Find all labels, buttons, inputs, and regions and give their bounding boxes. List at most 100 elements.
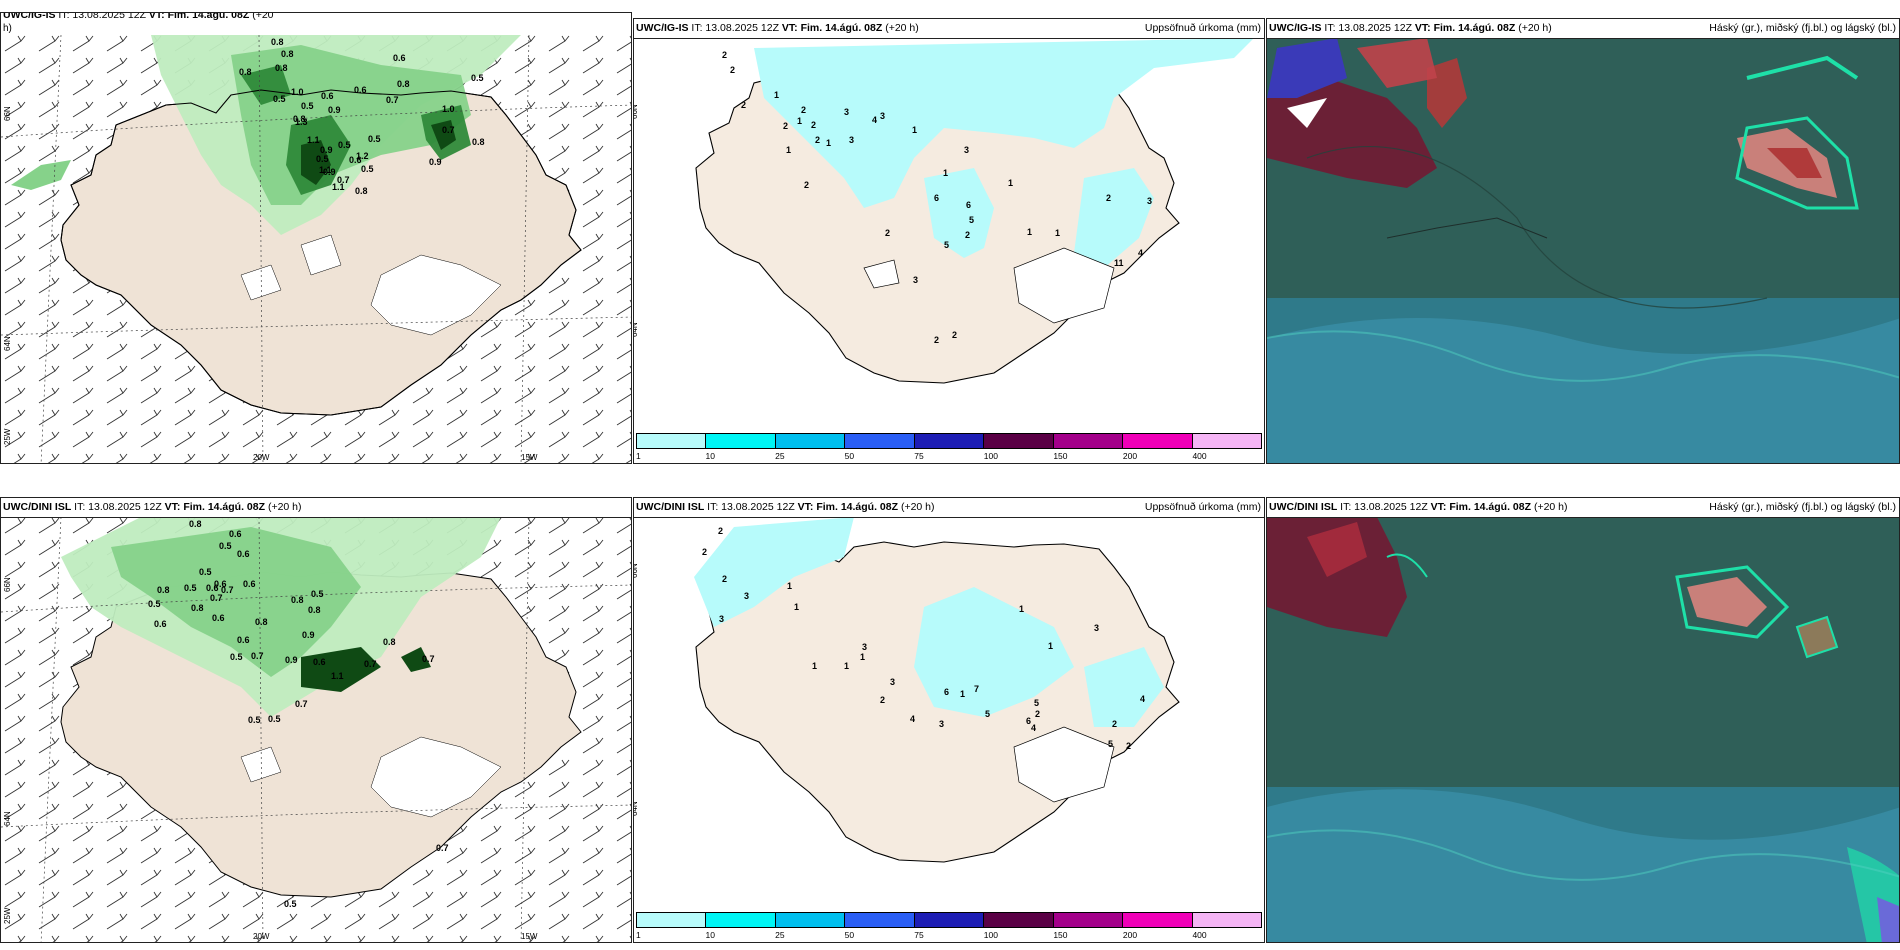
map-value-label: 3: [890, 677, 895, 687]
lat-label-64n: 64N: [3, 811, 12, 826]
map-value-label: 2: [811, 120, 816, 130]
panel-header: UWC/DINI ISL IT: 13.08.2025 12Z VT: Fim.…: [1, 498, 631, 518]
model-name: UWC/DINI ISL: [636, 501, 705, 513]
colorbar-tick: 150: [1053, 451, 1068, 461]
colorbar-tick: 25: [775, 451, 785, 461]
init-time: IT: 13.08.2025 12Z: [71, 501, 165, 513]
map-value-label: 3: [1094, 623, 1099, 633]
valid-time: VT: Fim. 14.ágú. 08Z: [1430, 501, 1532, 513]
map-value-label: 2: [801, 105, 806, 115]
panel-accum-precip-igis: UWC/IG-IS IT: 13.08.2025 12Z VT: Fim. 14…: [633, 18, 1265, 464]
map-value-label: 2: [722, 50, 727, 60]
map-value-label: 0.8: [308, 605, 321, 615]
wind-barb-map: 0.80.80.8 0.80.60.50.80.51.0 0.60.60.50.80…: [1, 35, 631, 463]
colorbar-tick: 100: [983, 930, 998, 940]
panel-title: Uppsöfnuð úrkoma (mm): [1144, 22, 1261, 34]
map-value-label: 0.8: [397, 79, 410, 89]
panel-title: Háský (gr.), miðský (fj.bl.) og lágský (…: [1709, 501, 1896, 513]
header-continuation: h): [3, 23, 12, 34]
lead-time: (+20 h): [882, 22, 919, 34]
map-value-label: 2: [783, 121, 788, 131]
map-value-label: 0.6: [349, 155, 362, 165]
map-value-label: 0.5: [230, 652, 243, 662]
colorbar-ticks: 1 10 25 50 75 100 150 200 400: [636, 451, 1262, 463]
map-value-label: 3: [719, 614, 724, 624]
map-value-label: 6: [1026, 716, 1031, 726]
panel-title: Háský (gr.), miðský (fj.bl.) og lágský (…: [1709, 22, 1896, 34]
map-value-label: 0.6: [212, 613, 225, 623]
map-value-label: 0.7: [337, 175, 350, 185]
map-value-label: 0.5: [248, 715, 261, 725]
map-value-label: 1: [844, 661, 849, 671]
map-value-label: 0.6: [214, 579, 227, 589]
valid-time: VT: Fim. 14.ágú. 08Z: [164, 501, 266, 513]
valid-time: VT: Fim. 14.ágú. 08Z: [1414, 22, 1516, 34]
colorbar-tick: 200: [1122, 930, 1138, 940]
panel-header: UWC/IG-IS IT: 13.08.2025 12Z VT: Fim. 14…: [1267, 19, 1899, 39]
colorbar-swatch: [984, 913, 1054, 927]
map-value-label: 0.5: [368, 134, 381, 144]
lon-label-20w: 20W: [253, 932, 270, 941]
map-value-label: 0.6: [393, 53, 406, 63]
colorbar-swatch: [637, 913, 707, 927]
map-value-label: 2: [1112, 719, 1117, 729]
colorbar-swatch: [914, 434, 985, 448]
map-value-label: 2: [1126, 741, 1131, 751]
map-value-label: 2: [934, 335, 939, 345]
init-time: IT: 13.08.2025 12Z: [55, 12, 149, 21]
map-value-label: 5: [969, 215, 974, 225]
map-value-label: 1.1: [319, 165, 332, 175]
panel-header: UWC/IG-IS IT: 13.08.2025 12Z VT: Fim. 14…: [1, 12, 631, 25]
map-value-label: 0.8: [472, 137, 485, 147]
map-value-label: 0.6: [237, 635, 250, 645]
map-value-label: 0.6: [229, 529, 242, 539]
colorbar-swatch: [1192, 434, 1261, 448]
cloud-cover-map: [1267, 38, 1899, 463]
model-name: UWC/DINI ISL: [1269, 501, 1338, 513]
colorbar-tick: 10: [705, 930, 716, 940]
map-value-label: 0.6: [354, 85, 367, 95]
map-value-label: 0.8: [293, 114, 306, 124]
map-value-label: 1: [860, 652, 865, 662]
map-value-label: 1: [787, 581, 792, 591]
init-time: IT: 13.08.2025 12Z: [1337, 501, 1431, 513]
valid-time: VT: Fim. 14.ágú. 08Z: [781, 22, 883, 34]
lead-time: (+20 h): [1531, 501, 1568, 513]
map-value-label: 0.8: [383, 637, 396, 647]
map-value-label: 0.7: [295, 699, 308, 709]
map-value-label: 2: [885, 228, 890, 238]
map-value-label: 4: [1138, 248, 1143, 258]
lat-label-64n: 64N: [633, 322, 639, 337]
lat-label-66n: 66N: [633, 563, 639, 578]
map-value-label: 0.9: [429, 157, 442, 167]
map-value-label: 3: [939, 719, 944, 729]
colorbar-tick: 100: [983, 451, 998, 461]
lat-label-64n: 64N: [633, 801, 639, 816]
precip-labels: 0.80.80.8 0.80.60.50.80.51.0 0.60.60.50.80…: [239, 37, 485, 196]
map-value-label: 0.9: [302, 630, 315, 640]
colorbar-swatch: [637, 434, 707, 448]
map-value-label: 2: [952, 330, 957, 340]
map-value-label: 0.5: [273, 94, 286, 104]
colorbar-swatch: [845, 913, 915, 927]
wind-barb-map: 0.80.60.50.60.50.60.8 0.5 0.6 0.70.80.50.70…: [1, 517, 631, 942]
model-name: UWC/DINI ISL: [3, 501, 72, 513]
map-value-label: 1.1: [307, 135, 320, 145]
init-time: IT: 13.08.2025 12Z: [704, 501, 798, 513]
colorbar-tick: 50: [844, 451, 855, 461]
map-value-label: 1: [1055, 228, 1060, 238]
map-value-label: 0.5: [471, 73, 484, 83]
map-value-label: 0.7: [221, 585, 234, 595]
map-value-label: 0.9: [285, 655, 298, 665]
colorbar-swatch: [1053, 913, 1124, 927]
lat-label-66n: 66N: [3, 577, 12, 592]
map-value-label: 1: [960, 689, 965, 699]
lead-time: (+20 h): [1515, 22, 1552, 34]
map-value-label: 1.3: [295, 117, 308, 127]
map-value-label: 0.7: [210, 593, 223, 603]
colorbar-tick: 400: [1192, 930, 1207, 940]
map-value-label: 2: [722, 574, 727, 584]
